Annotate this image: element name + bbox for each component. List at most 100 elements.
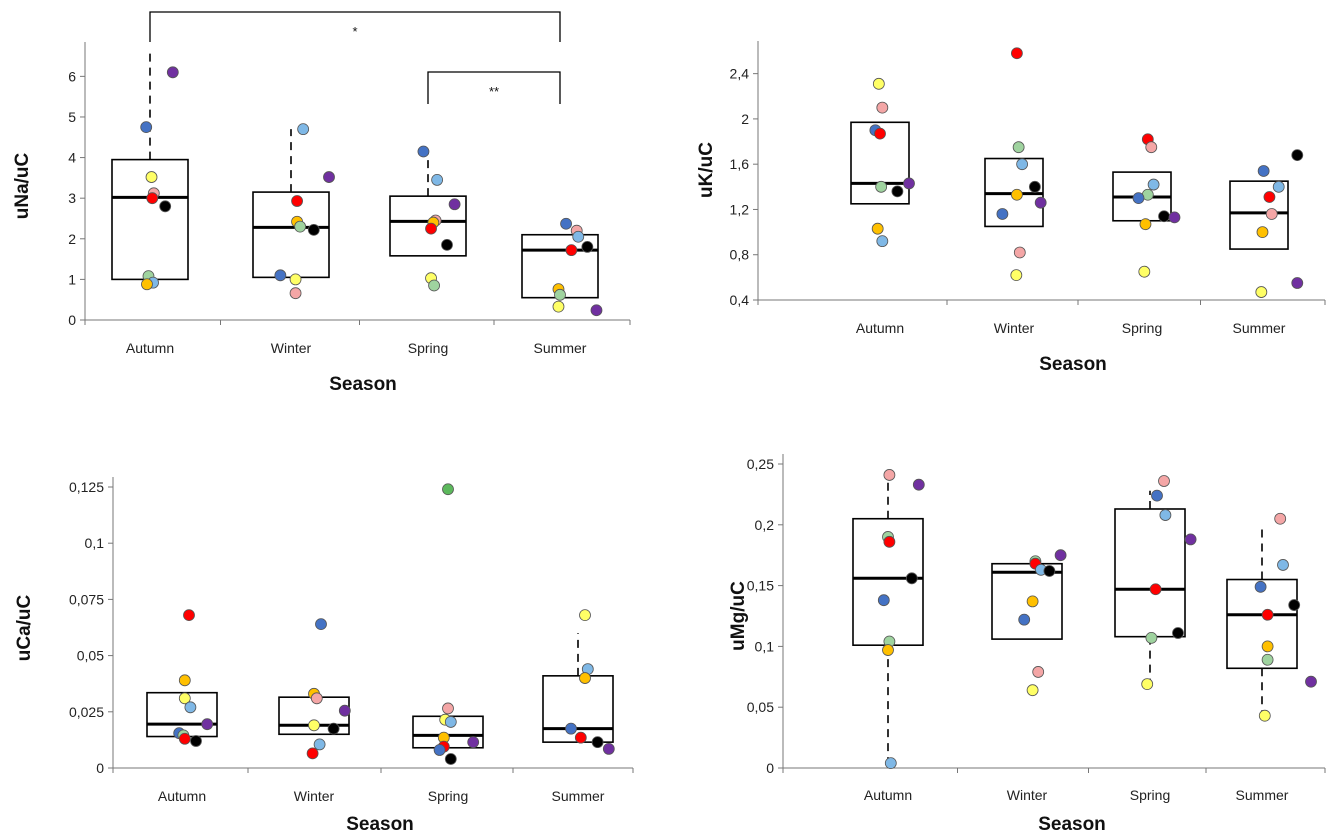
- x-tick-label: Spring: [428, 788, 468, 804]
- data-point: [442, 702, 454, 715]
- x-tick-label: Summer: [552, 788, 605, 804]
- data-point: [140, 121, 153, 134]
- data-point: [1043, 565, 1056, 577]
- data-point: [467, 736, 480, 749]
- data-point: [1011, 188, 1023, 201]
- data-point: [433, 744, 446, 756]
- data-point: [1139, 218, 1152, 231]
- data-point: [297, 123, 310, 136]
- data-point: [581, 241, 594, 253]
- data-point: [1277, 559, 1289, 571]
- y-tick-label: 3: [68, 190, 76, 206]
- data-point: [448, 198, 461, 211]
- data-point: [1257, 165, 1270, 177]
- data-point: [1028, 180, 1041, 193]
- y-tick-label: 0,8: [730, 247, 750, 263]
- y-tick-label: 0,1: [85, 535, 105, 551]
- box-summer: [1229, 180, 1289, 250]
- box-spring: [389, 195, 467, 257]
- data-point: [141, 278, 153, 291]
- data-point: [882, 644, 894, 656]
- data-point: [1261, 608, 1274, 621]
- data-point: [1159, 509, 1172, 521]
- y-tick-label: 0,05: [747, 699, 774, 715]
- data-point: [1158, 210, 1170, 223]
- box-spring: [1114, 508, 1186, 638]
- data-point: [1274, 512, 1287, 525]
- x-axis-title: Season: [1039, 354, 1107, 375]
- data-point: [1258, 709, 1271, 722]
- data-point: [877, 594, 890, 607]
- x-tick-label: Summer: [1236, 787, 1289, 803]
- data-point: [425, 222, 437, 235]
- data-point: [431, 174, 444, 186]
- data-point: [178, 732, 191, 745]
- data-point: [183, 609, 195, 622]
- significance-bracket: [427, 71, 561, 104]
- data-point: [574, 731, 587, 744]
- y-tick-label: 0,4: [730, 292, 750, 308]
- data-point: [1263, 191, 1276, 203]
- data-point: [891, 185, 904, 198]
- data-point: [184, 701, 197, 714]
- data-point: [903, 177, 915, 190]
- data-point: [876, 101, 889, 114]
- data-point: [565, 244, 578, 257]
- data-point: [166, 66, 179, 79]
- y-tick-label: 0,15: [747, 578, 774, 594]
- data-point: [294, 220, 307, 233]
- y-tick-label: 0,025: [69, 704, 104, 720]
- data-point: [1288, 599, 1301, 611]
- significance-label: *: [352, 24, 357, 39]
- x-axis-title: Season: [346, 814, 414, 835]
- chart-uk: 0,4 0,8 1,2 1,6 2 2,4 Autumn Winter Spring Summer…: [696, 41, 1326, 375]
- data-point: [1265, 208, 1278, 220]
- data-point: [1158, 475, 1170, 487]
- y-axis-title: uNa/uC: [12, 152, 33, 219]
- y-tick-label: 0,05: [77, 648, 104, 664]
- data-point: [1034, 196, 1047, 209]
- y-tick-label: 2: [68, 231, 76, 247]
- y-tick-label: 2,4: [730, 66, 750, 82]
- data-point: [338, 704, 351, 717]
- data-point: [417, 145, 430, 158]
- data-point: [1168, 211, 1181, 224]
- x-tick-label: Summer: [534, 340, 587, 356]
- data-point: [315, 618, 327, 631]
- data-point: [1305, 675, 1317, 688]
- data-point: [1291, 149, 1304, 162]
- data-point: [560, 217, 572, 230]
- box-summer: [542, 675, 614, 743]
- box-winter: [252, 191, 330, 279]
- data-point: [565, 722, 577, 735]
- x-tick-label: Spring: [1122, 320, 1162, 336]
- significance-bracket: [149, 11, 561, 42]
- data-point: [190, 735, 202, 747]
- y-tick-label: 0,125: [69, 479, 104, 495]
- y-tick-label: 1: [68, 271, 76, 287]
- data-point: [442, 483, 454, 496]
- data-point: [876, 235, 889, 248]
- data-point: [1256, 226, 1269, 238]
- data-point: [178, 692, 191, 705]
- data-point: [579, 672, 591, 684]
- data-point: [1011, 47, 1023, 60]
- data-point: [872, 77, 885, 90]
- y-tick-label: 5: [68, 109, 76, 125]
- y-tick-label: 0: [96, 760, 104, 776]
- y-tick-label: 0,25: [747, 456, 774, 472]
- data-point: [1032, 666, 1045, 678]
- data-point: [307, 223, 320, 236]
- data-point: [145, 171, 158, 183]
- data-point: [313, 738, 326, 751]
- data-point: [905, 572, 918, 585]
- data-point: [308, 719, 320, 732]
- x-tick-label: Spring: [408, 340, 448, 356]
- y-tick-label: 0,1: [755, 638, 775, 654]
- data-point: [146, 192, 159, 205]
- data-point: [602, 742, 615, 755]
- box-summer: [1226, 578, 1298, 670]
- y-tick-label: 0,2: [755, 517, 775, 533]
- data-point: [1172, 627, 1184, 639]
